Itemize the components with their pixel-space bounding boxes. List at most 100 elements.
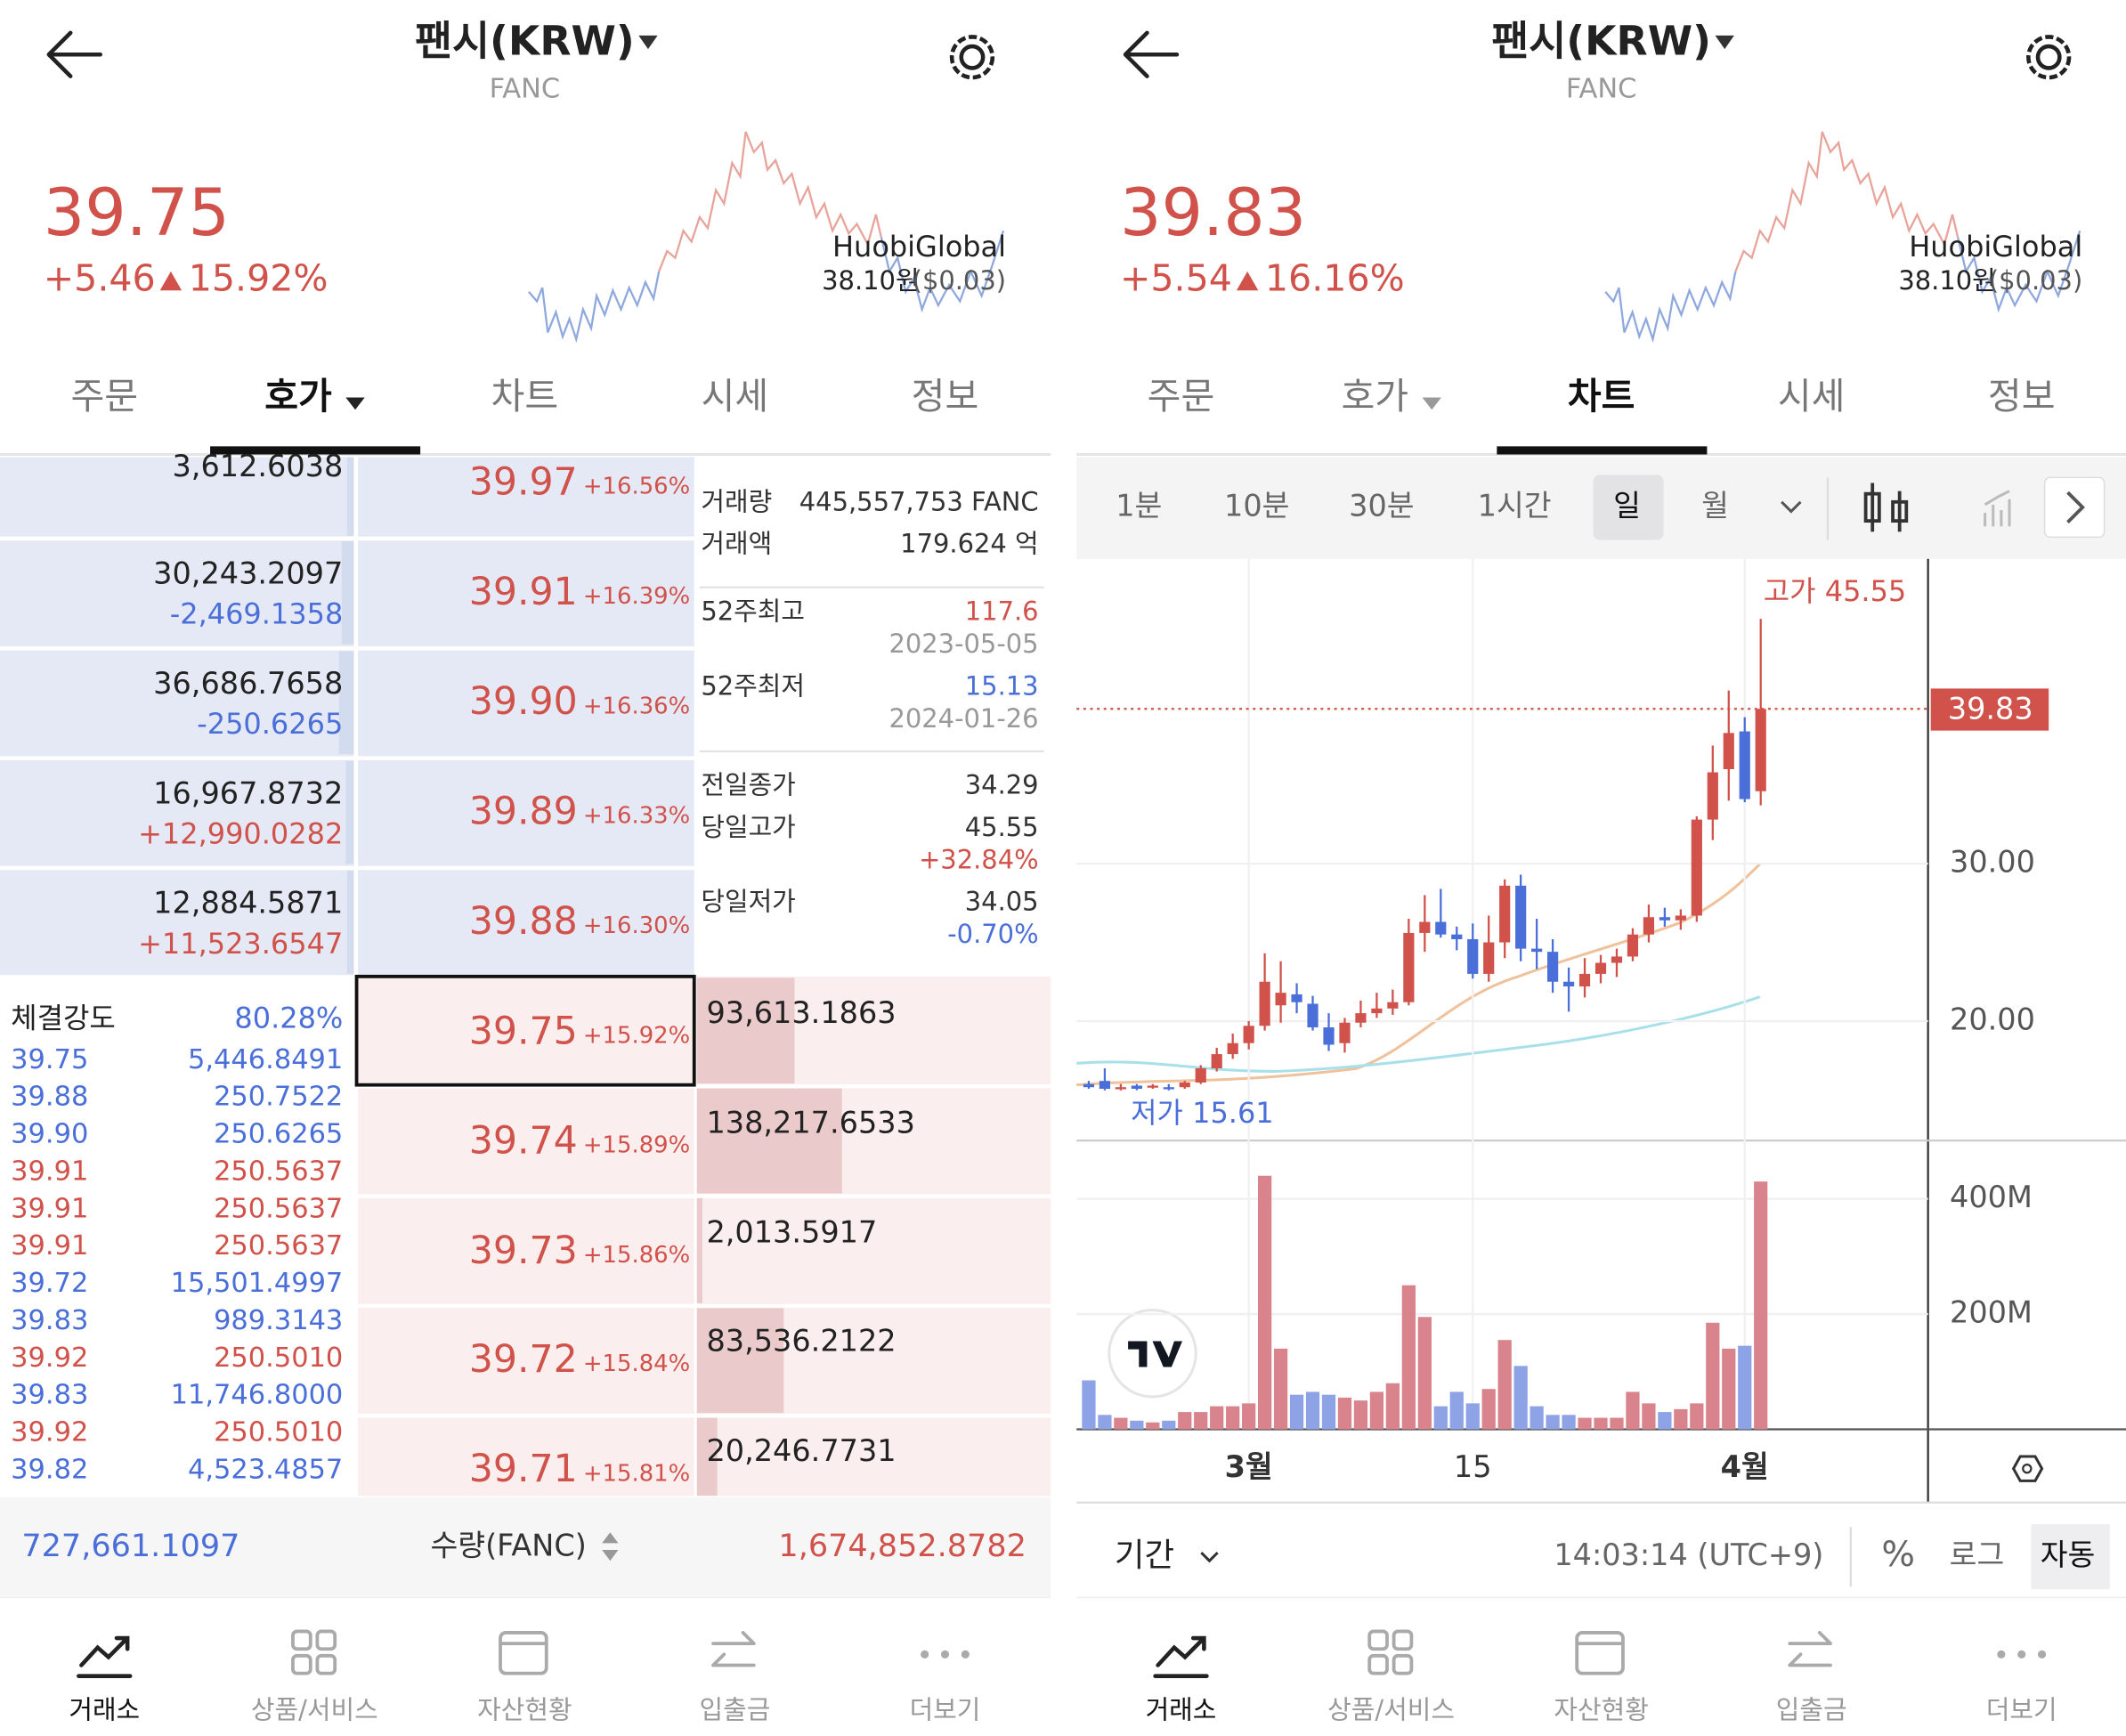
volume-bar bbox=[1658, 1412, 1672, 1430]
candle-body bbox=[1115, 1087, 1126, 1090]
ma-long bbox=[1076, 995, 1761, 1073]
interval[interactable]: 1분 bbox=[1116, 488, 1162, 523]
chart-option[interactable]: % bbox=[1881, 1534, 1915, 1575]
volume-bar bbox=[1449, 1391, 1464, 1430]
interval[interactable]: 월 bbox=[1701, 488, 1729, 523]
interval-more[interactable] bbox=[1781, 500, 1802, 514]
tab[interactable]: 차트 bbox=[1568, 375, 1635, 418]
chart-settings[interactable] bbox=[2011, 1455, 2044, 1482]
time: 14:03:14 (UTC+9) bbox=[1554, 1537, 1823, 1572]
auto-bg[interactable] bbox=[2031, 1524, 2110, 1590]
chart-option[interactable]: 자동 bbox=[2041, 1537, 2096, 1572]
trade-price: 39.88 bbox=[11, 1082, 88, 1113]
info-value: 179.624 억 bbox=[900, 529, 1038, 559]
indicator-icon[interactable] bbox=[1984, 490, 2011, 527]
interval[interactable]: 10분 bbox=[1224, 488, 1289, 523]
tab[interactable]: 시세 bbox=[1778, 375, 1846, 418]
up-arrow bbox=[1236, 271, 1259, 291]
tab[interactable]: 차트 bbox=[491, 375, 559, 418]
nav-item[interactable]: 자산현황 bbox=[477, 1694, 572, 1724]
info-value: 34.05 bbox=[965, 887, 1039, 917]
candle-body bbox=[1307, 1003, 1319, 1028]
volume-bar bbox=[1114, 1417, 1128, 1430]
candle-body bbox=[1451, 934, 1463, 939]
chart-option[interactable]: 로그 bbox=[1950, 1537, 2005, 1572]
exchange-price: 38.10원 bbox=[822, 265, 919, 296]
bid-pct: +15.86% bbox=[583, 1242, 690, 1269]
volume-bar bbox=[1210, 1406, 1224, 1430]
candle-body bbox=[1259, 981, 1270, 1026]
trade-qty: 250.5637 bbox=[214, 1193, 343, 1224]
tab[interactable]: 주문 bbox=[1148, 375, 1215, 418]
code: FANC bbox=[490, 73, 561, 104]
tab[interactable]: 정보 bbox=[1988, 375, 2056, 418]
nav-item[interactable]: 자산현황 bbox=[1554, 1694, 1648, 1724]
candle-body bbox=[1627, 934, 1639, 957]
candle-body bbox=[1403, 932, 1415, 1002]
candle-body bbox=[1323, 1027, 1335, 1045]
candle-body bbox=[1163, 1087, 1174, 1090]
candle-body bbox=[1131, 1085, 1142, 1090]
volume-bar bbox=[1481, 1389, 1496, 1430]
chart-settings-dot bbox=[2022, 1463, 2033, 1474]
trade-price: 39.83 bbox=[11, 1305, 88, 1336]
period-chevron[interactable] bbox=[1200, 1552, 1219, 1563]
tab[interactable]: 주문 bbox=[70, 375, 138, 418]
period[interactable]: 기간 bbox=[1115, 1536, 1174, 1574]
nav-item[interactable]: 거래소 bbox=[1146, 1694, 1217, 1724]
trade-qty: 250.5637 bbox=[214, 1230, 343, 1261]
nav-item[interactable]: 상품/서비스 bbox=[251, 1694, 378, 1724]
info-value: 15.13 bbox=[965, 670, 1039, 701]
volume-bar bbox=[1706, 1322, 1720, 1430]
interval[interactable]: 30분 bbox=[1349, 488, 1414, 523]
volume-bar bbox=[1642, 1403, 1656, 1430]
candle-body bbox=[1611, 956, 1623, 963]
tab[interactable]: 정보 bbox=[912, 375, 979, 418]
toolbar-next[interactable] bbox=[2043, 476, 2106, 539]
candle-body bbox=[1515, 885, 1527, 949]
x-tick-label: 3월 bbox=[1225, 1449, 1273, 1484]
total-ask: 727,661.1097 bbox=[21, 1528, 239, 1564]
nav-item[interactable]: 입출금 bbox=[1776, 1694, 1847, 1724]
bid-pct: +15.92% bbox=[583, 1022, 690, 1049]
last-price-box bbox=[1930, 688, 2049, 731]
ask-pct: +16.33% bbox=[583, 803, 690, 830]
tab[interactable]: 호가 bbox=[264, 375, 332, 418]
nav-item[interactable]: 상품/서비스 bbox=[1327, 1694, 1455, 1724]
tab[interactable]: 호가 bbox=[1341, 375, 1408, 418]
bid-pct: +15.84% bbox=[583, 1351, 690, 1377]
strength-label: 체결강도 bbox=[11, 1002, 116, 1035]
nav-item[interactable]: 입출금 bbox=[700, 1694, 771, 1724]
interval[interactable]: 일 bbox=[1613, 488, 1641, 523]
tab[interactable]: 시세 bbox=[702, 375, 769, 418]
bid-price: 39.74 bbox=[469, 1119, 578, 1164]
nav-item[interactable]: 더보기 bbox=[1986, 1694, 2057, 1724]
volume-bar bbox=[1401, 1285, 1416, 1430]
volume-bar bbox=[1242, 1403, 1256, 1430]
trade-qty: 250.5637 bbox=[214, 1156, 343, 1187]
volume-bar bbox=[1082, 1380, 1096, 1430]
trade-price: 39.92 bbox=[11, 1343, 88, 1374]
volume-bar bbox=[1513, 1366, 1528, 1430]
candle-body bbox=[1755, 709, 1766, 791]
interval-active-bg[interactable] bbox=[1593, 475, 1664, 540]
y2-tick-label: 400M bbox=[1950, 1180, 2033, 1214]
total-bid: 1,674,852.8782 bbox=[778, 1528, 1026, 1564]
volume-bar bbox=[1530, 1406, 1544, 1430]
bid-price: 39.72 bbox=[469, 1337, 578, 1382]
exchange-usd: ($0.03) bbox=[913, 265, 1006, 296]
info-label: 전일종가 bbox=[701, 770, 795, 800]
info-label: 당일고가 bbox=[701, 812, 795, 842]
nav-item[interactable]: 거래소 bbox=[69, 1694, 140, 1724]
nav-item[interactable]: 더보기 bbox=[910, 1694, 981, 1724]
ask-pct: +16.39% bbox=[583, 583, 690, 610]
ask-price: 39.88 bbox=[469, 899, 578, 944]
trade-price: 39.83 bbox=[11, 1380, 88, 1411]
interval[interactable]: 1시간 bbox=[1478, 488, 1552, 523]
info-sub: -0.70% bbox=[947, 919, 1038, 949]
trade-price: 39.91 bbox=[11, 1230, 88, 1261]
candle-icon[interactable] bbox=[1863, 483, 1909, 532]
volume-bar bbox=[1273, 1348, 1288, 1430]
qty-label[interactable]: 수량(FANC) bbox=[430, 1529, 586, 1563]
bid-price: 39.71 bbox=[469, 1447, 578, 1491]
